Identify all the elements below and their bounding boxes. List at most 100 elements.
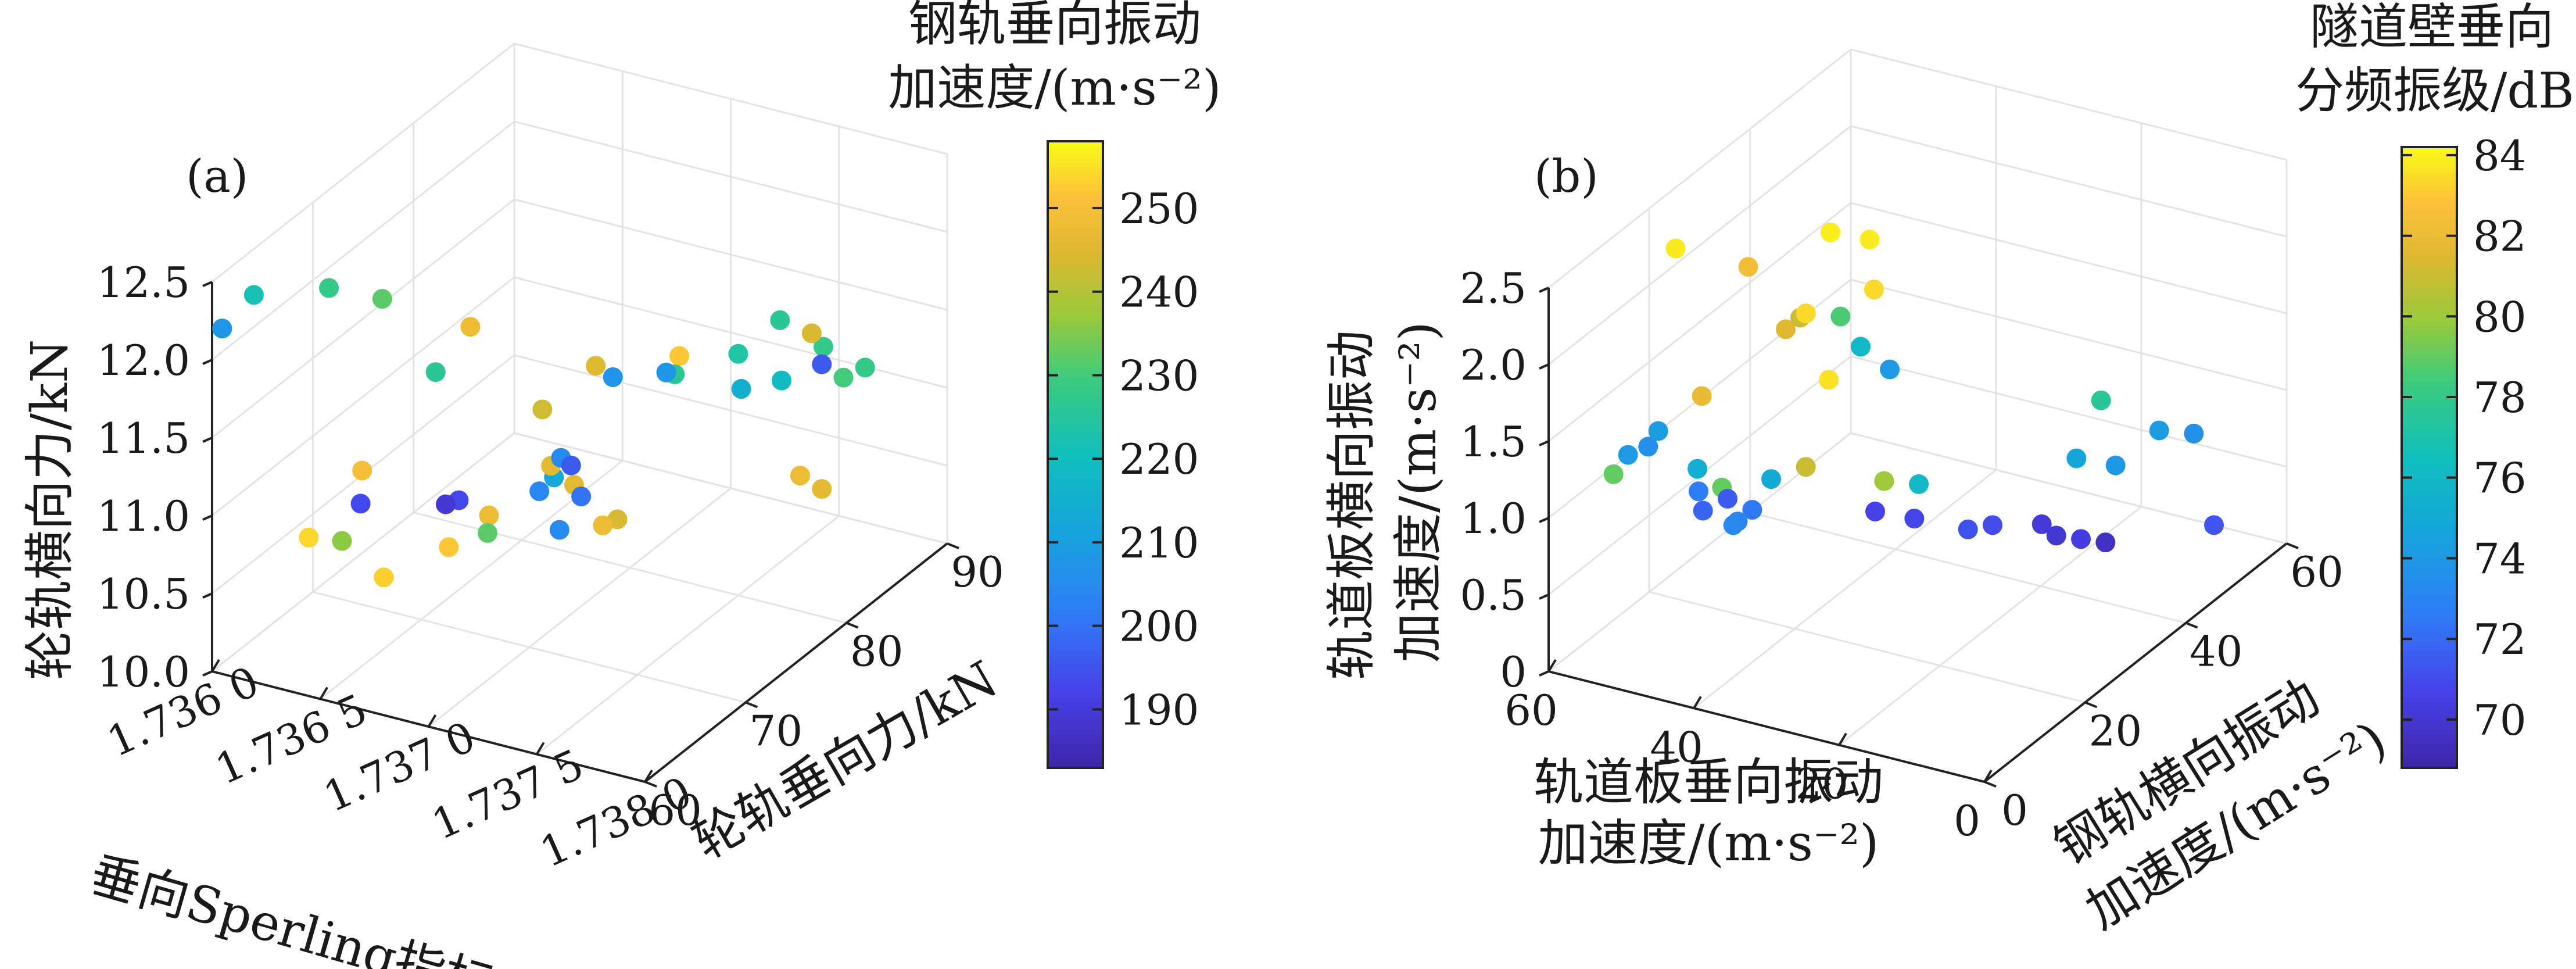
scatter-point	[1880, 359, 1900, 380]
scatter-point	[770, 310, 790, 330]
panel-b-axes	[1547, 288, 2288, 783]
x-axis-line	[1548, 670, 1985, 783]
grid-line	[514, 42, 948, 155]
grid-line	[514, 354, 948, 467]
scatter-point	[1983, 515, 2002, 535]
z-tick-label: 10.0	[97, 648, 190, 696]
scatter-point	[586, 356, 606, 376]
scatter-point	[731, 379, 751, 399]
x-tick-label: 40	[1650, 723, 1703, 771]
scatter-point	[1860, 230, 1880, 249]
panel-b-x-axis-label-line1: 轨道板垂向振动	[1534, 753, 1883, 811]
z-tick-label: 1.5	[1460, 417, 1527, 466]
x-tick	[1838, 732, 1847, 746]
scatter-point	[2095, 532, 2116, 553]
z-tick	[1539, 517, 1549, 523]
colorbar-tick-label: 82	[2473, 212, 2527, 261]
z-tick-label: 11.0	[97, 492, 190, 541]
panel-b-x-ticks: 60 40 20 0	[1504, 659, 1993, 845]
x-tick	[319, 686, 328, 700]
grid-line	[212, 120, 515, 361]
x-tick	[644, 769, 653, 783]
scatter-point	[1618, 445, 1638, 465]
panel-a-z-ticks: 10.0 10.5 11.0 11.5 12.0 12.5	[97, 258, 213, 696]
y-tick	[644, 781, 657, 788]
scatter-point	[212, 319, 232, 339]
scatter-point	[812, 354, 832, 374]
panel-a-colorbar-title-line2: 加速度/(m·s⁻²)	[888, 59, 1221, 116]
scatter-point	[855, 357, 875, 378]
x-tick-label: 0	[1954, 796, 1980, 845]
scatter-point	[669, 346, 689, 366]
scatter-point	[1958, 519, 1978, 539]
scatter-point	[1688, 459, 1707, 479]
scatter-point	[2046, 525, 2066, 546]
scatter-point	[2184, 423, 2204, 444]
y-tick	[947, 542, 959, 549]
y-axis-line	[644, 542, 948, 783]
colorbar-tick-label: 74	[2473, 534, 2527, 583]
colorbar-tick-label: 250	[1119, 184, 1199, 233]
x-tick	[427, 714, 437, 728]
z-tick	[1539, 363, 1549, 370]
colorbar-tick-label: 230	[1119, 351, 1199, 400]
y-tick	[845, 621, 859, 629]
grid-line	[1850, 125, 2287, 238]
x-tick	[536, 742, 545, 755]
colorbar-tick-label: 200	[1119, 602, 1199, 651]
scatter-point	[350, 494, 371, 514]
scatter-point	[460, 317, 481, 337]
panel-a-y-axis-label: 轮轨垂向力/kN	[683, 650, 1008, 871]
scatter-point	[833, 367, 854, 388]
grid-line	[1850, 202, 2287, 314]
grid-line	[212, 198, 515, 439]
panel-b-z-ticks: 0 0.5 1.0 1.5 2.0 2.5	[1460, 264, 1549, 696]
grid-line	[1750, 512, 2187, 624]
scatter-point	[2032, 514, 2052, 534]
scatter-point	[1761, 469, 1781, 489]
grid-line	[1548, 202, 1851, 442]
scatter-point	[790, 466, 810, 486]
z-tick	[1539, 593, 1549, 600]
colorbar-tick-label: 210	[1119, 519, 1199, 567]
z-tick	[202, 437, 213, 443]
z-tick-label: 2.5	[1460, 264, 1527, 313]
y-tick-label: 40	[2190, 627, 2243, 676]
scatter-point	[771, 370, 791, 391]
scatter-point	[1723, 515, 1743, 535]
scatter-point	[374, 567, 394, 588]
scatter-point	[1904, 509, 1925, 529]
scatter-point	[656, 362, 676, 382]
grid-line	[1548, 48, 1851, 289]
grid-line	[212, 276, 515, 517]
z-tick	[202, 670, 213, 677]
grid-line	[312, 591, 746, 703]
scatter-point	[813, 337, 833, 357]
scatter-point	[2204, 515, 2224, 535]
z-tick	[202, 281, 213, 287]
scatter-point	[439, 537, 459, 557]
panel-a: 1.736 01.736 51.737 01.737 51.738 0 6070…	[21, 0, 1221, 969]
scatter-point	[332, 531, 352, 551]
scatter-point	[436, 494, 456, 514]
grid-line	[514, 120, 948, 233]
x-tick	[1547, 659, 1557, 673]
panel-b-x-axis-label-line2: 加速度/(m·s⁻²)	[1538, 814, 1879, 873]
scatter-point	[603, 367, 623, 387]
panel-b-colorbar-title-line2: 分频振级/dB	[2295, 62, 2574, 119]
scatter-point	[1796, 303, 1816, 324]
panel-a-colorbar-ticks: 190 200 210 220 230 240 250	[1048, 184, 1199, 734]
panel-a-colorbar	[1047, 140, 1104, 769]
grid-line	[1850, 355, 2287, 468]
scatter-point	[1776, 319, 1796, 339]
z-tick	[202, 359, 213, 365]
scatter-point	[1821, 222, 1840, 242]
grid-line	[536, 515, 840, 755]
grid-line	[514, 276, 948, 389]
scatter-point	[728, 344, 748, 364]
colorbar-tick-label: 220	[1119, 435, 1199, 484]
grid-line	[1850, 278, 2287, 391]
x-tick	[1693, 696, 1702, 709]
scatter-point	[477, 523, 497, 543]
z-tick-label: 0	[1500, 648, 1527, 696]
